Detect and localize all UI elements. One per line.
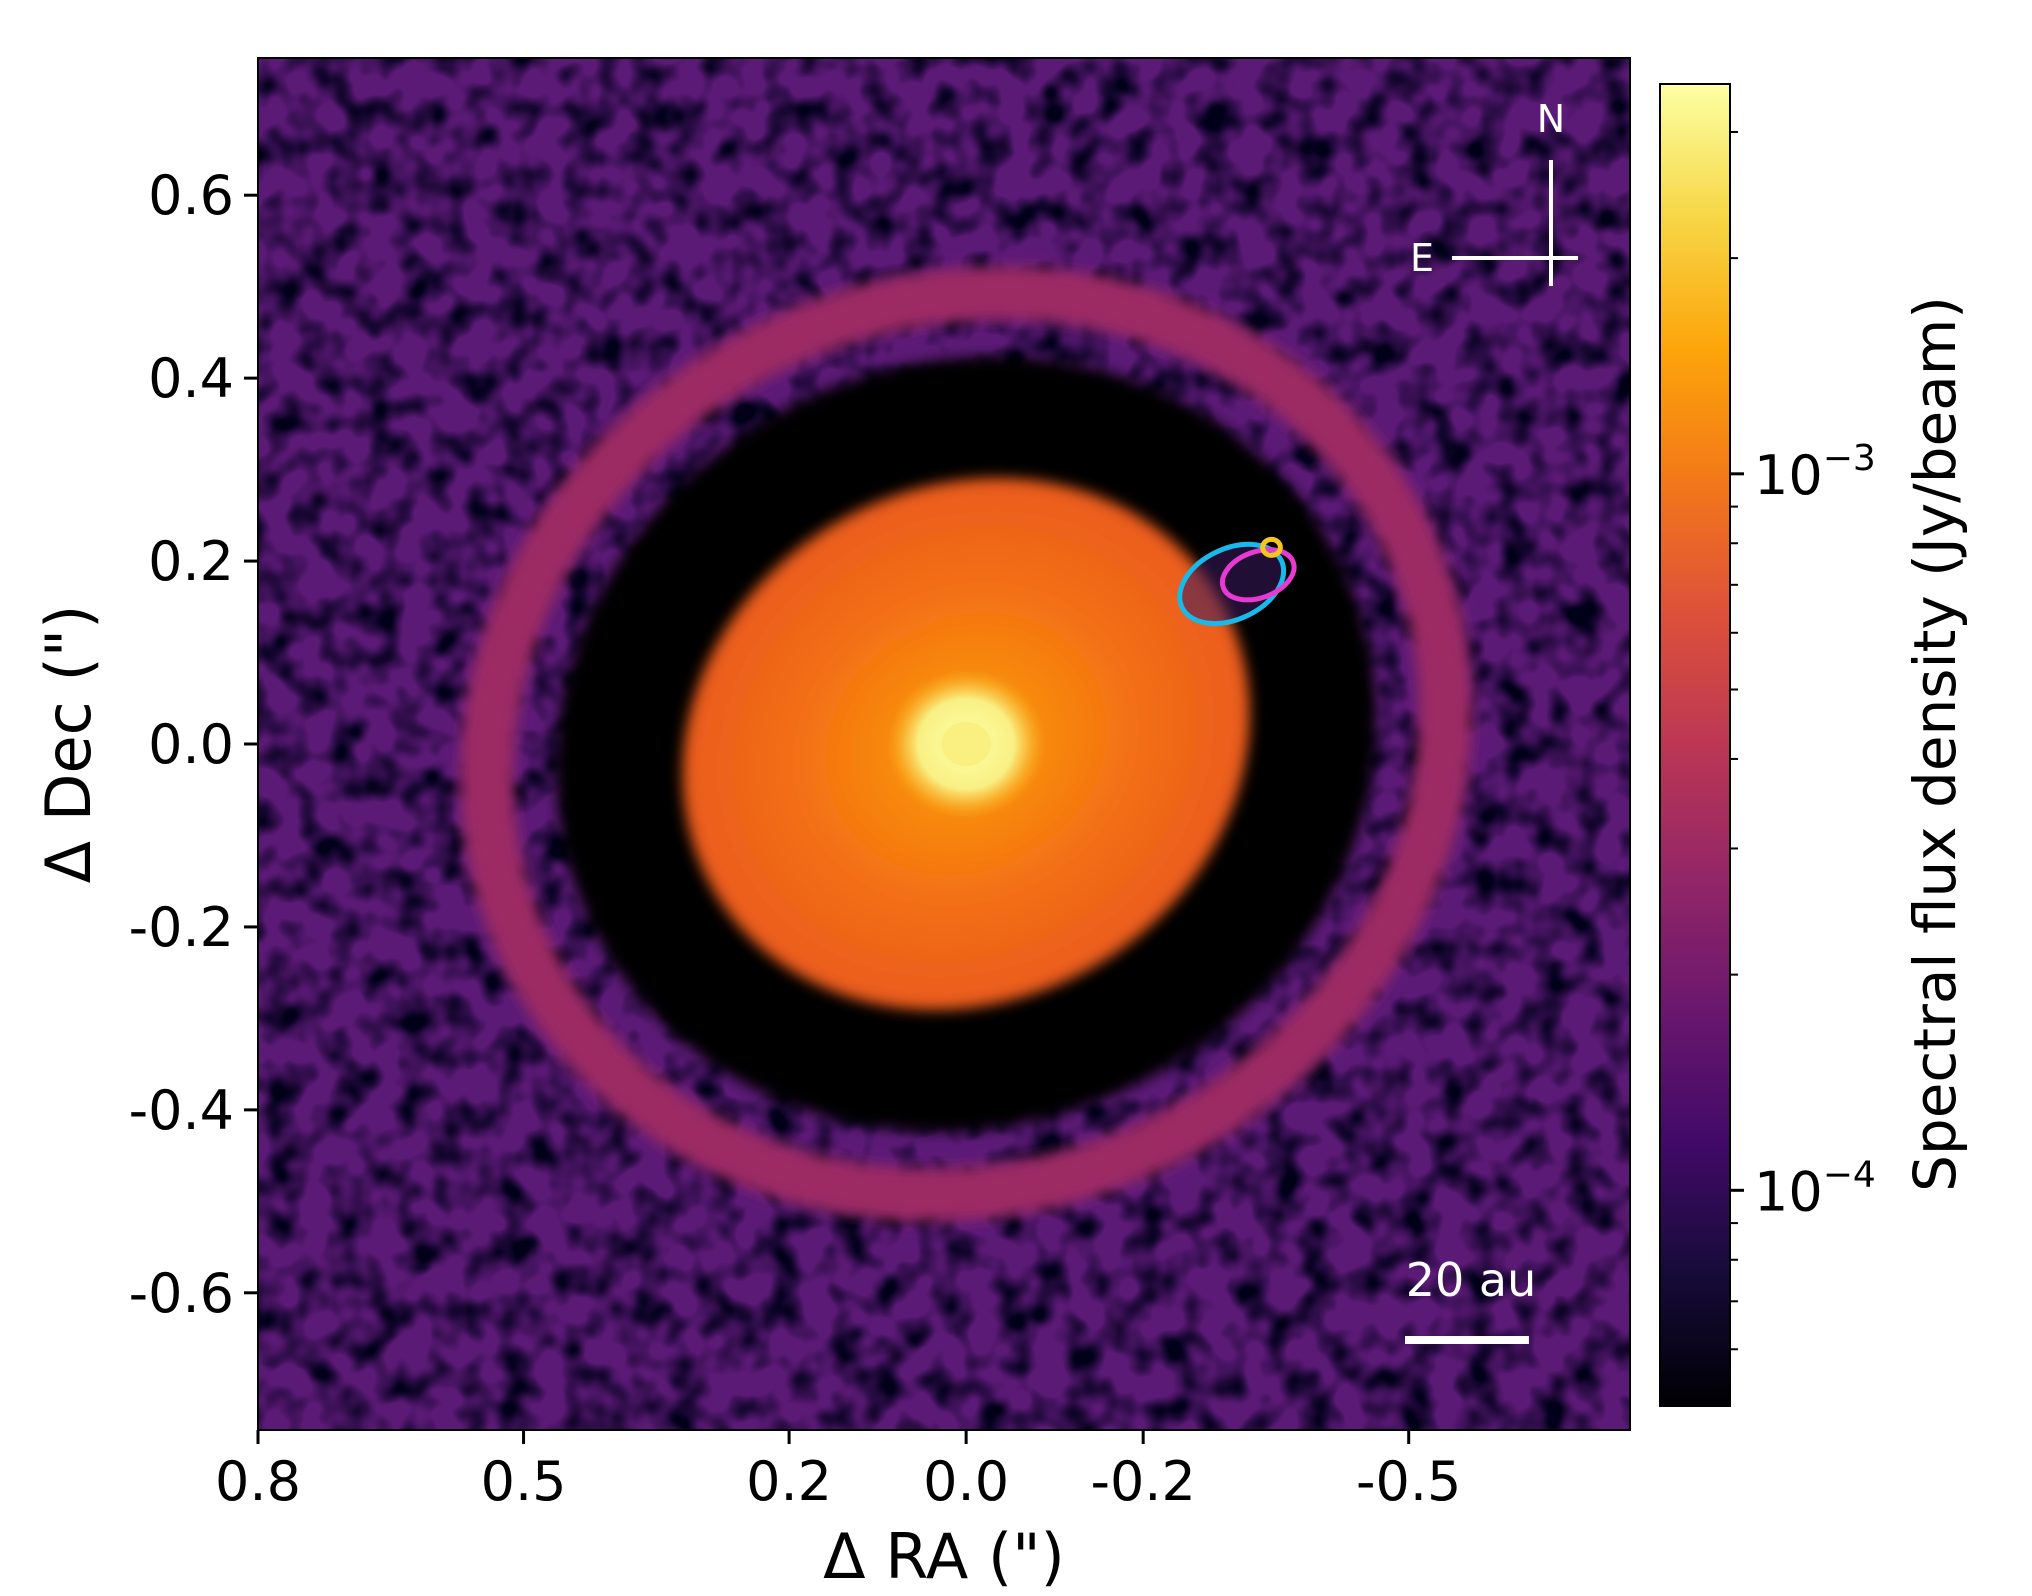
y-tick-label: -0.2 [129, 896, 234, 959]
y-axis-label: Δ Dec (") [32, 605, 105, 884]
colorbar-tick-label: 10−3 [1754, 438, 1876, 507]
x-tick-label: 0.0 [923, 1450, 1009, 1513]
overlay-ellipse-2 [1219, 547, 1297, 603]
y-tick-label: 0.6 [148, 164, 234, 227]
x-axis-label: Δ RA (") [823, 1520, 1065, 1593]
colorbar-ticks: 10−4 10−3 [1730, 130, 1876, 1351]
overlay-ellipse-1 [1177, 541, 1287, 627]
x-tick-label: -0.2 [1090, 1450, 1195, 1513]
central-peak [941, 721, 991, 767]
y-tick-label: -0.4 [129, 1079, 234, 1142]
outer-ring [460, 266, 1472, 1222]
colorbar: 10−4 10−3 [1659, 83, 1876, 1407]
y-tick-label: 0.0 [148, 713, 234, 776]
y-tick-label: 0.4 [148, 347, 234, 410]
x-tick-label: -0.5 [1356, 1450, 1461, 1513]
x-tick-label: 0.5 [481, 1450, 567, 1513]
x-tick-label: 0.2 [746, 1450, 832, 1513]
colorbar-label: Spectral flux density (Jy/beam) [1901, 296, 1969, 1192]
scale-bar: 20 au [1405, 1253, 1537, 1344]
image-plot-area: N E 20 au [258, 58, 1630, 1430]
compass-rose: N E [1410, 97, 1578, 286]
disk-emission [460, 266, 1472, 1222]
y-tick-label: 0.2 [148, 530, 234, 593]
x-tick-label: 0.8 [215, 1450, 301, 1513]
overlay-fill [1179, 544, 1284, 624]
colorbar-fill [1659, 83, 1731, 1407]
overlay-ellipses [1177, 536, 1297, 627]
compass-north-label: N [1537, 97, 1565, 141]
overlay-ellipse-3 [1260, 536, 1283, 558]
compass-east-label: E [1410, 236, 1434, 280]
x-axis: 0.8 0.5 0.2 0.0 -0.2 -0.5 [215, 1430, 1461, 1513]
y-tick-label: -0.6 [129, 1262, 234, 1325]
scale-bar-label: 20 au [1406, 1253, 1537, 1307]
y-axis: 0.6 0.4 0.2 0.0 -0.2 -0.4 -0.6 [129, 164, 258, 1325]
colorbar-tick-label: 10−4 [1754, 1154, 1876, 1223]
